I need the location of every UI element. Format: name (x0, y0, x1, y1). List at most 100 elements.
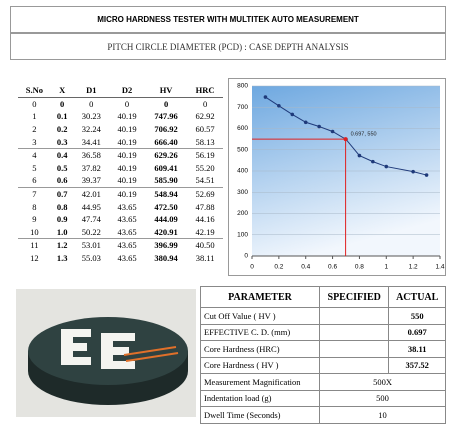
cell: 3 (32, 136, 37, 147)
cell: 747.96 (154, 111, 178, 122)
cell: 380.94 (154, 253, 178, 264)
y-tick-label: 400 (237, 168, 248, 175)
parameter-row: EFFECTIVE C. D. (mm) 0.697 (199, 323, 446, 341)
y-tick-label: 500 (237, 146, 248, 153)
cell: 37.82 (81, 162, 101, 173)
cell: 0 (60, 98, 65, 109)
actual: 0.697 (388, 323, 446, 341)
specified (319, 356, 390, 374)
table-row: 12 1.3 55.03 43.65 380.94 38.11 (18, 252, 223, 265)
hv-point (411, 169, 415, 174)
hv-point (384, 164, 389, 169)
cell: 548.94 (154, 189, 178, 200)
cell: 62.92 (195, 111, 215, 122)
cell: 40.19 (117, 175, 137, 186)
hv-point (290, 112, 295, 117)
hv-point (277, 103, 281, 108)
cell: 40.19 (117, 136, 137, 147)
parameter-name: Measurement Magnification (199, 373, 321, 391)
header-row: PARAMETER SPECIFIED ACTUAL (199, 286, 446, 308)
cell: 420.91 (154, 226, 178, 237)
cell: 58.13 (195, 136, 215, 147)
cell: 666.40 (154, 136, 178, 147)
x-tick-label: 0.6 (328, 264, 337, 271)
table-row: 5 0.5 37.82 40.19 609.41 55.20 (18, 162, 223, 175)
cell: 43.65 (117, 253, 137, 264)
value: 500X (319, 373, 446, 391)
parameter-row: Core Hardness ( HV ) 357.52 (199, 356, 446, 374)
column-header: ACTUAL (388, 286, 446, 308)
cell: 40.19 (117, 124, 137, 135)
x-tick-label: 1 (384, 264, 388, 271)
cell: 585.90 (154, 175, 178, 186)
actual: 38.11 (388, 340, 446, 358)
cell: 0.4 (56, 150, 68, 161)
cell: 38.11 (195, 253, 215, 264)
cell: 39.37 (81, 175, 101, 186)
cell: 40.19 (117, 111, 137, 122)
parameter-table: PARAMETER SPECIFIED ACTUAL Cut Off Value ( … (199, 286, 446, 424)
table-row: 8 0.8 44.95 43.65 472.50 47.88 (18, 200, 223, 213)
table-row: 4 0.4 36.58 40.19 629.26 56.19 (18, 148, 223, 161)
x-tick-label: 0.8 (355, 264, 364, 271)
cell: 47.74 (81, 214, 101, 225)
x-tick-label: 1.4 (435, 264, 444, 271)
cell: 4 (32, 150, 37, 161)
y-tick-label: 100 (237, 231, 248, 238)
cell: 0 (89, 98, 94, 109)
cell: 43.65 (117, 240, 137, 251)
cell: 6 (32, 175, 37, 186)
table-row: 6 0.6 39.37 40.19 585.90 54.51 (18, 174, 223, 188)
cell: 609.41 (154, 162, 178, 173)
column-header: D1 (73, 84, 110, 98)
cell: 30.23 (81, 111, 101, 122)
cell: 55.03 (81, 253, 101, 264)
cell: 32.24 (81, 124, 101, 135)
cell: 1 (32, 111, 37, 122)
column-header: HRC (187, 84, 223, 98)
cell: 472.50 (154, 201, 178, 212)
parameter-name: Indentation load (g) (199, 389, 321, 407)
y-tick-label: 700 (237, 104, 248, 111)
data-table: S.No X D1 D2 HV HRC 0 0 0 0 0 0 1 0.1 30.23 40.19 747.96… (18, 84, 223, 264)
cell: 55.20 (195, 162, 215, 173)
column-header: S.No (18, 84, 51, 98)
column-header: PARAMETER (199, 286, 321, 308)
column-header: D2 (109, 84, 145, 98)
cell: 9 (32, 214, 37, 225)
x-tick-label: 0.4 (301, 264, 310, 271)
subtitle: PITCH CIRCLE DIAMETER (PCD) : CASE DEPTH… (10, 33, 446, 60)
cell: 40.19 (117, 162, 137, 173)
cell: 0.3 (56, 136, 68, 147)
cell: 629.26 (154, 150, 178, 161)
cell: 40.19 (117, 189, 137, 200)
parameter-row: Core Hardness (HRC) 38.11 (199, 340, 446, 358)
cell: 0 (202, 98, 208, 109)
x-tick-label: 0.2 (274, 264, 283, 271)
cell: 42.19 (195, 226, 215, 237)
cell: 12 (30, 253, 39, 264)
specified (319, 323, 390, 341)
hv-point (317, 124, 321, 129)
y-tick-label: 200 (237, 210, 248, 217)
cell: 0.6 (56, 175, 68, 186)
cell: 53.01 (81, 240, 101, 251)
specified (319, 307, 390, 325)
cell: 52.69 (195, 189, 215, 200)
cell: 706.92 (154, 124, 178, 135)
cell: 47.88 (195, 201, 215, 212)
parameter-name: Core Hardness ( HV ) (199, 356, 321, 374)
column-header: HV (144, 84, 188, 98)
parameter-row: Indentation load (g) 500 (199, 389, 446, 407)
specimen-photo (16, 289, 196, 417)
specified (319, 340, 390, 358)
cell: 43.65 (117, 201, 137, 212)
table-row: 0 0 0 0 0 0 (18, 97, 223, 110)
cell: 0.1 (56, 111, 68, 122)
table-row: 9 0.9 47.74 43.65 444.09 44.16 (18, 213, 223, 226)
table-row: 7 0.7 42.01 40.19 548.94 52.69 (18, 187, 223, 200)
column-header: SPECIFIED (319, 286, 390, 308)
cell: 5 (32, 162, 37, 173)
table-row: 3 0.3 34.41 40.19 666.40 58.13 (18, 135, 223, 149)
